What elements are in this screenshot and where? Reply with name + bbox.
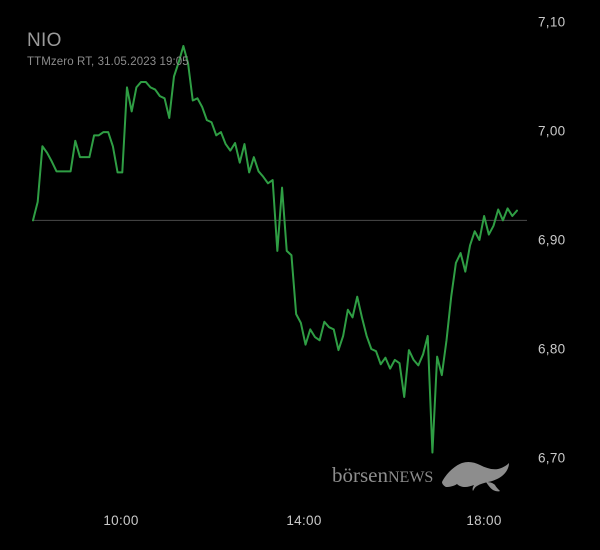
price-line [32,44,518,454]
x-axis-tick-label: 18:00 [466,513,502,528]
y-axis-tick-label: 6,70 [538,450,566,466]
y-axis-tick-label: 7,00 [538,123,566,139]
x-axis-tick-label: 14:00 [286,513,322,528]
x-axis-tick-label: 10:00 [103,513,139,528]
y-axis-tick-label: 6,80 [538,341,566,357]
y-axis-tick-label: 7,10 [538,14,566,30]
y-axis-tick-label: 6,90 [538,232,566,248]
